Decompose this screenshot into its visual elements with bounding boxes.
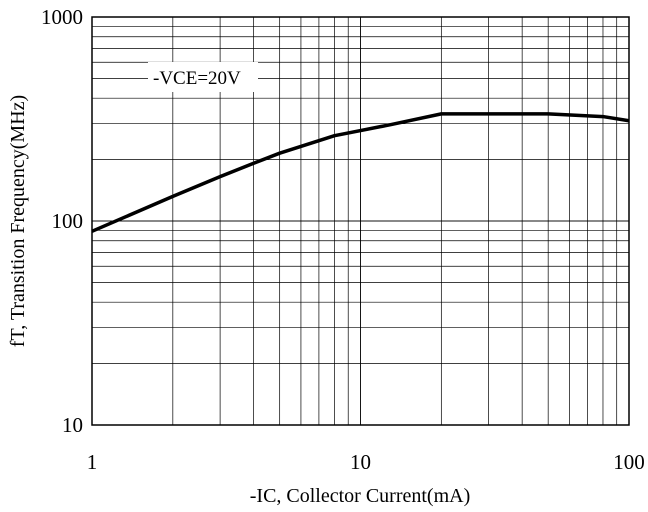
- annotation-box: [148, 62, 258, 92]
- y-tick-label: 10: [62, 413, 83, 437]
- plot-frame: [91, 16, 630, 426]
- x-axis-label: -IC, Collector Current(mA): [250, 485, 471, 507]
- series-line-0: [91, 112, 630, 233]
- y-tick-label: 1000: [41, 5, 83, 29]
- annotation-vce: -VCE=20V: [153, 68, 241, 89]
- x-tick-label: 10: [350, 450, 371, 474]
- grid: [92, 17, 629, 425]
- y-axis-label: fT, Transition Frequency(MHz): [7, 95, 29, 347]
- x-tick-label: 100: [613, 450, 645, 474]
- series-layer: [91, 112, 630, 233]
- y-tick-label: 100: [52, 209, 84, 233]
- x-tick-label: 1: [87, 450, 98, 474]
